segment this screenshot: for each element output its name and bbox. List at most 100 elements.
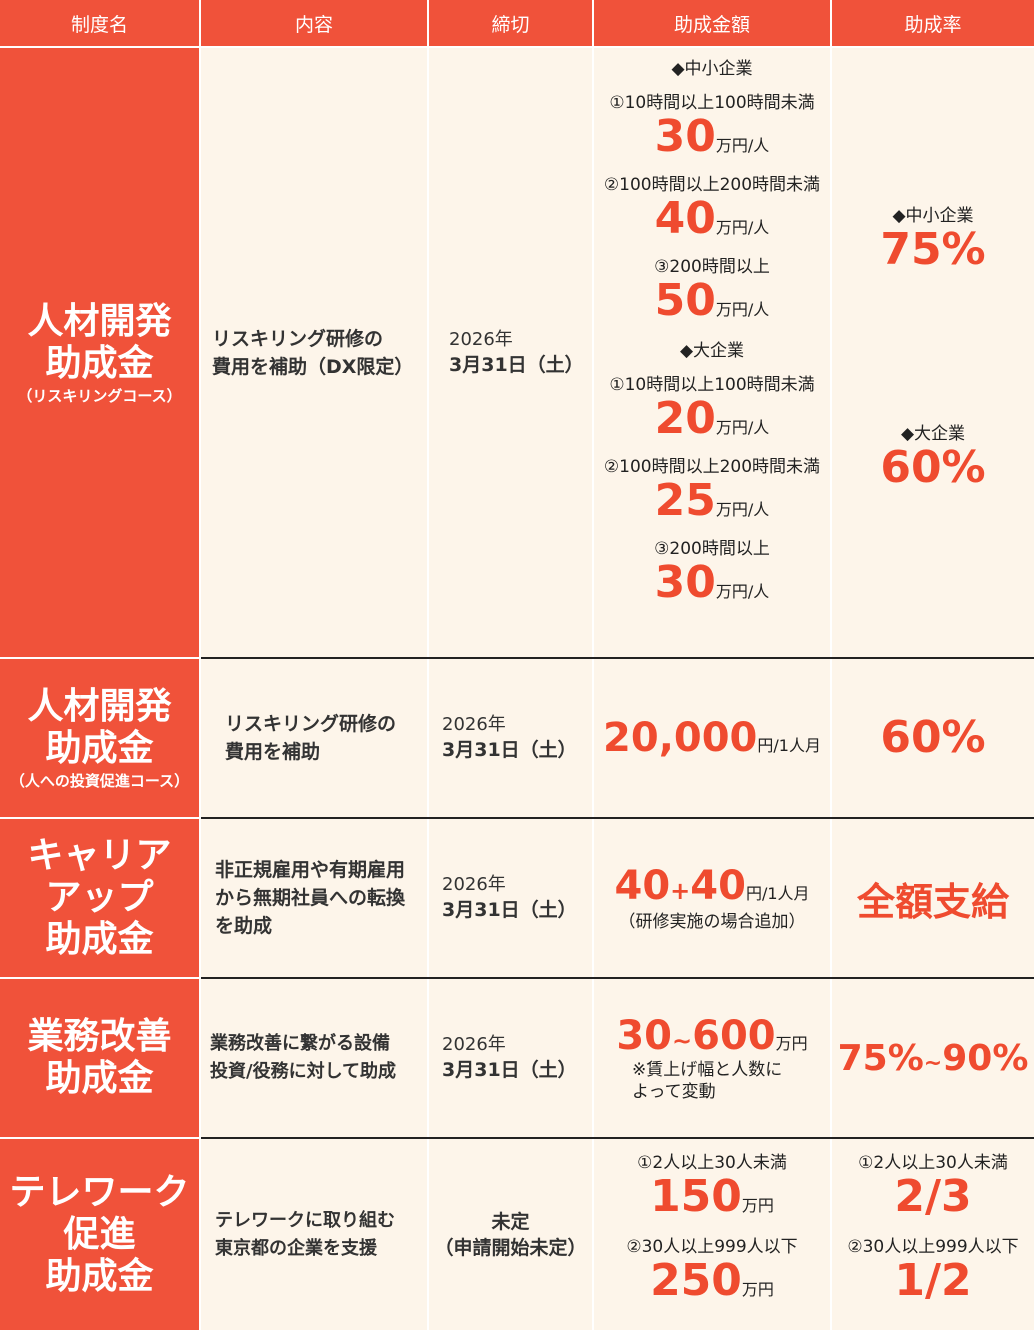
header-deadline: 締切 <box>429 0 592 46</box>
header-rate: 助成率 <box>832 0 1034 46</box>
row-divider <box>201 977 1034 979</box>
row5-amount-value1: 150 <box>650 1171 742 1222</box>
row4-amount: 30~600万円 ※賃上げ幅と人数に よって変動 <box>594 979 830 1137</box>
row5-deadline-line1: 未定 <box>491 1210 530 1233</box>
row5-amount-band2: ②30人以上999人以下 <box>626 1237 798 1257</box>
row5-deadline-line2: （申請開始未定） <box>434 1236 587 1259</box>
row5-desc-line1: テレワークに取り組む <box>215 1209 395 1231</box>
row1-amount-sme-unit1: 万円/人 <box>715 136 770 155</box>
row2-rate-value: 60% <box>880 712 986 763</box>
row4-amount-value-a: 30 <box>616 1013 673 1059</box>
row2-name: 人材開発 助成金 （人への投資促進コース） <box>0 659 199 817</box>
row5-name: テレワーク 促進 助成金 <box>0 1139 199 1330</box>
row4-amount-wrap: 30~600万円 <box>616 1013 807 1059</box>
row5-rate: ①2人以上30人未満 2/3 ②30人以上999人以下 1/2 <box>832 1139 1034 1330</box>
row1-name-sub: （リスキリングコース） <box>17 386 182 405</box>
row4-name-line2: 助成金 <box>45 1058 154 1099</box>
row1-amount-sme-value2-wrap: 40万円/人 <box>655 195 770 243</box>
row1-name-line2: 助成金 <box>45 342 154 384</box>
row5-amount-unit1: 万円 <box>741 1196 774 1215</box>
row4-rate-value-a: 75% <box>837 1037 924 1079</box>
row1-amount-large-band2: ②100時間以上200時間未満 <box>603 457 821 477</box>
row3-desc-line1: 非正規雇用や有期雇用 <box>215 859 406 881</box>
row5-amount-unit2: 万円 <box>741 1280 774 1299</box>
row1-amount-large-value2: 25 <box>654 475 716 526</box>
row5-desc-line2: 東京都の企業を支援 <box>215 1237 377 1259</box>
row3-amount-note: （研修実施の場合追加） <box>618 912 806 932</box>
row1-amount-sme-value1: 30 <box>654 111 716 162</box>
row1-deadline-year: 2026年 <box>449 328 513 350</box>
row4-deadline: 2026年 3月31日（土） <box>429 979 592 1137</box>
row1-amount-sme-band3: ③200時間以上 <box>654 257 770 277</box>
row4-amount-tilde: ~ <box>672 1027 693 1055</box>
row3-desc: 非正規雇用や有期雇用 から無期社員への転換 を助成 <box>201 819 427 977</box>
row2-deadline-date: 3月31日（土） <box>442 739 577 761</box>
row-divider <box>201 817 1034 819</box>
row2-deadline-year: 2026年 <box>442 714 506 735</box>
row5-name-line2: 促進 <box>63 1213 136 1255</box>
row1-amount-large-value3: 30 <box>654 557 716 608</box>
row3-name-line2: アップ <box>45 877 154 918</box>
row1-amount-large-value1-wrap: 20万円/人 <box>655 395 770 443</box>
row4-desc-line2: 投資/役務に対して助成 <box>210 1061 397 1082</box>
row4-amount-unit: 万円 <box>775 1034 808 1053</box>
row1-rate-large-label: ◆大企業 <box>900 424 966 444</box>
row4-amount-note1: ※賃上げ幅と人数に <box>632 1060 783 1080</box>
row2-name-sub: （人への投資促進コース） <box>9 772 190 790</box>
row5-amount-value2-wrap: 250万円 <box>650 1257 774 1305</box>
row3-amount-value-b: 40 <box>690 863 746 909</box>
header-divider <box>0 46 1034 48</box>
row2-amount-unit: 円/1人月 <box>757 736 821 755</box>
row2-amount-wrap: 20,000円/1人月 <box>603 715 821 761</box>
header-deadline-label: 締切 <box>491 13 530 36</box>
row1-deadline-date: 3月31日（土） <box>449 353 584 376</box>
row5-amount-band1: ①2人以上30人未満 <box>637 1153 787 1173</box>
row3-deadline-date: 3月31日（土） <box>442 899 577 921</box>
header-name: 制度名 <box>0 0 199 46</box>
row3-desc-line3: を助成 <box>215 915 273 937</box>
row1-amount-sme-value3-wrap: 50万円/人 <box>655 277 770 325</box>
row1-amount-large-unit2: 万円/人 <box>715 500 770 519</box>
row3-deadline: 2026年 3月31日（土） <box>429 819 592 977</box>
row4-amount-note2: よって変動 <box>632 1082 716 1102</box>
row1-amount-sme-value1-wrap: 30万円/人 <box>655 113 770 161</box>
row5-amount: ①2人以上30人未満 150万円 ②30人以上999人以下 250万円 <box>594 1139 830 1330</box>
header-content-label: 内容 <box>294 13 333 36</box>
row1-rate-large-value: 60% <box>880 442 986 493</box>
row5-rate-band1: ①2人以上30人未満 <box>858 1153 1008 1173</box>
row3-name-line1: キャリア <box>27 835 172 876</box>
row2-name-line2: 助成金 <box>45 728 154 769</box>
row4-rate-value-b: 90% <box>942 1037 1029 1079</box>
row4-name-line1: 業務改善 <box>27 1016 172 1057</box>
row4-name: 業務改善 助成金 <box>0 979 199 1137</box>
row1-amount-sme-value2: 40 <box>654 193 716 244</box>
row1-amount-sme-band2: ②100時間以上200時間未満 <box>603 175 821 195</box>
row1-name-line1: 人材開発 <box>27 300 172 342</box>
row3-amount-value-a: 40 <box>614 863 671 909</box>
row3-deadline-year: 2026年 <box>442 874 506 895</box>
row1-deadline: 2026年 3月31日（土） <box>429 48 592 657</box>
row3-desc-line2: から無期社員への転換 <box>215 887 406 909</box>
row2-deadline: 2026年 3月31日（土） <box>429 659 592 817</box>
header-amount: 助成金額 <box>594 0 830 46</box>
row1-desc: リスキリング研修の 費用を補助（DX限定） <box>201 48 427 657</box>
row4-deadline-date: 3月31日（土） <box>442 1059 577 1081</box>
row5-name-line3: 助成金 <box>45 1255 154 1297</box>
row2-desc-line2: 費用を補助 <box>225 741 321 763</box>
row4-rate-tilde: ~ <box>923 1050 943 1076</box>
row1-amount-sme-value3: 50 <box>654 275 716 326</box>
row3-name: キャリア アップ 助成金 <box>0 819 199 977</box>
row4-amount-value-b: 600 <box>692 1013 776 1059</box>
row3-name-line3: 助成金 <box>45 919 154 960</box>
row1-amount-large-label: ◆大企業 <box>679 341 745 361</box>
row5-deadline: 未定 （申請開始未定） <box>429 1139 592 1330</box>
row5-desc: テレワークに取り組む 東京都の企業を支援 <box>201 1139 427 1330</box>
row5-name-line1: テレワーク <box>9 1171 190 1213</box>
row1-amount-sme-unit3: 万円/人 <box>715 300 770 319</box>
header-rate-label: 助成率 <box>904 13 962 36</box>
row5-amount-value2: 250 <box>650 1255 742 1306</box>
row2-amount-value: 20,000 <box>603 715 758 761</box>
row1-rate: ◆中小企業 75% ◆大企業 60% <box>832 48 1034 657</box>
row5-rate-band2: ②30人以上999人以下 <box>847 1237 1019 1257</box>
